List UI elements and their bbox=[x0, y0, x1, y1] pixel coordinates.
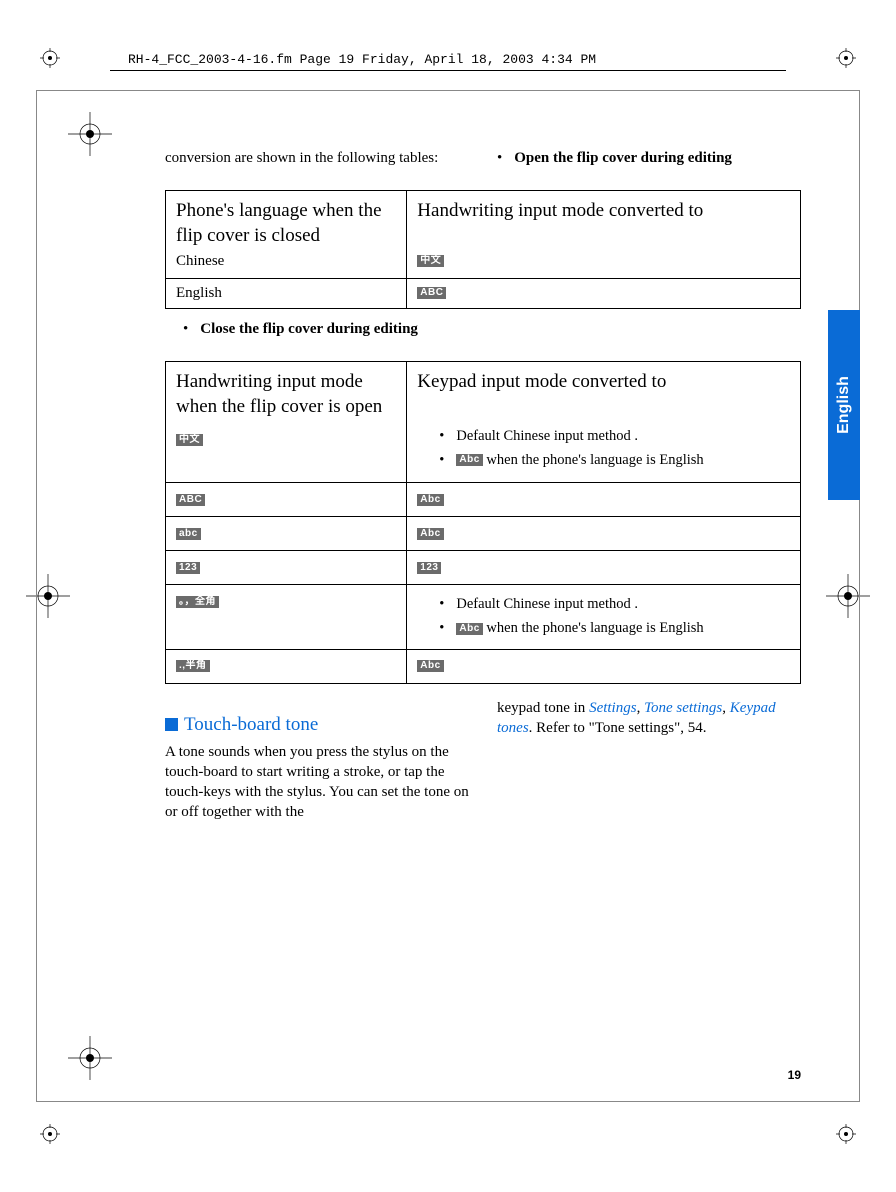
table2-row5-right: • Default Chinese input method . • Abc whe… bbox=[407, 585, 801, 649]
table2-row5-item2: Abc when the phone's language is English bbox=[456, 619, 703, 639]
table1-head-left: Phone's language when the flip cover is … bbox=[166, 191, 407, 253]
bullet-icon: • bbox=[497, 148, 502, 168]
running-header: RH-4_FCC_2003-4-16.fm Page 19 Friday, Ap… bbox=[128, 52, 596, 67]
language-tab: English bbox=[828, 310, 860, 500]
table1-row2-right: ABC bbox=[407, 278, 801, 308]
language-tab-label: English bbox=[835, 376, 853, 434]
page-number: 19 bbox=[788, 1068, 801, 1082]
section-body-left: A tone sounds when you press the stylus … bbox=[165, 742, 469, 823]
table2-row4-right: 123 bbox=[407, 551, 801, 585]
crop-mark-icon bbox=[40, 1124, 60, 1144]
intro-text-left: conversion are shown in the following ta… bbox=[165, 148, 469, 168]
tone-settings-link[interactable]: Tone settings bbox=[644, 700, 722, 716]
section-title: Touch-board tone bbox=[184, 714, 318, 735]
section-heading: Touch-board tone bbox=[165, 714, 469, 736]
table1-head-right: Handwriting input mode converted to bbox=[407, 191, 801, 253]
numeric-mode-icon: 123 bbox=[176, 562, 200, 574]
abc-mixed-mode-icon: Abc bbox=[417, 660, 443, 672]
table2-head-right: Keypad input mode converted to bbox=[407, 361, 801, 423]
header-rule bbox=[110, 70, 786, 71]
crop-mark-icon bbox=[836, 48, 856, 68]
table2-row6-left: .,半角 bbox=[166, 649, 407, 683]
abc-mixed-mode-icon: Abc bbox=[417, 528, 443, 540]
abc-mode-icon: ABC bbox=[417, 287, 446, 299]
table2-row3-left: abc bbox=[166, 517, 407, 551]
table2-row3-right: Abc bbox=[407, 517, 801, 551]
chinese-mode-icon: 中文 bbox=[417, 255, 444, 267]
table1-row1-right: 中文 bbox=[407, 253, 801, 279]
table2-row2-left: ABC bbox=[166, 483, 407, 517]
abc-mode-icon: Abc bbox=[456, 454, 482, 466]
table2-row5-left: 。，全角 bbox=[166, 585, 407, 649]
bullet-icon: • bbox=[183, 319, 188, 339]
abc-mode-icon: Abc bbox=[456, 623, 482, 635]
abc-lower-mode-icon: abc bbox=[176, 528, 201, 540]
table1-row2-left: English bbox=[166, 278, 407, 308]
table2-row2-right: Abc bbox=[407, 483, 801, 517]
settings-link[interactable]: Settings bbox=[589, 700, 637, 716]
numeric-mode-icon: 123 bbox=[417, 562, 441, 574]
section-marker-icon bbox=[165, 718, 178, 731]
table2-row1-left: 中文 bbox=[166, 423, 407, 483]
conversion-table-close: Handwriting input mode when the flip cov… bbox=[165, 361, 801, 684]
table2-head-left: Handwriting input mode when the flip cov… bbox=[166, 361, 407, 423]
bullet-icon: • bbox=[439, 427, 444, 447]
table2-row6-right: Abc bbox=[407, 649, 801, 683]
table2-row4-left: 123 bbox=[166, 551, 407, 585]
bullet-icon: • bbox=[439, 451, 444, 471]
table2-row1-item2: Abc when the phone's language is English bbox=[456, 451, 703, 471]
conversion-table-open: Phone's language when the flip cover is … bbox=[165, 190, 801, 308]
chinese-mode-icon: 中文 bbox=[176, 434, 203, 446]
table2-row5-item1: Default Chinese input method . bbox=[456, 595, 638, 615]
table2-row1-item1: Default Chinese input method . bbox=[456, 427, 638, 447]
crop-mark-icon bbox=[40, 48, 60, 68]
table1-row1-left: Chinese bbox=[166, 253, 407, 279]
halfwidth-punct-mode-icon: .,半角 bbox=[176, 660, 210, 672]
abc-upper-mode-icon: ABC bbox=[176, 494, 205, 506]
bullet-icon: • bbox=[439, 619, 444, 639]
crop-mark-icon bbox=[836, 1124, 856, 1144]
table2-row1-right: • Default Chinese input method . • Abc whe… bbox=[407, 423, 801, 483]
bullet-icon: • bbox=[439, 595, 444, 615]
fullwidth-punct-mode-icon: 。，全角 bbox=[176, 596, 219, 608]
section-body-right: keypad tone in Settings, Tone settings, … bbox=[497, 698, 801, 739]
between-tables-label: Close the flip cover during editing bbox=[200, 319, 418, 339]
abc-mixed-mode-icon: Abc bbox=[417, 494, 443, 506]
intro-text-right: Open the flip cover during editing bbox=[514, 148, 732, 168]
